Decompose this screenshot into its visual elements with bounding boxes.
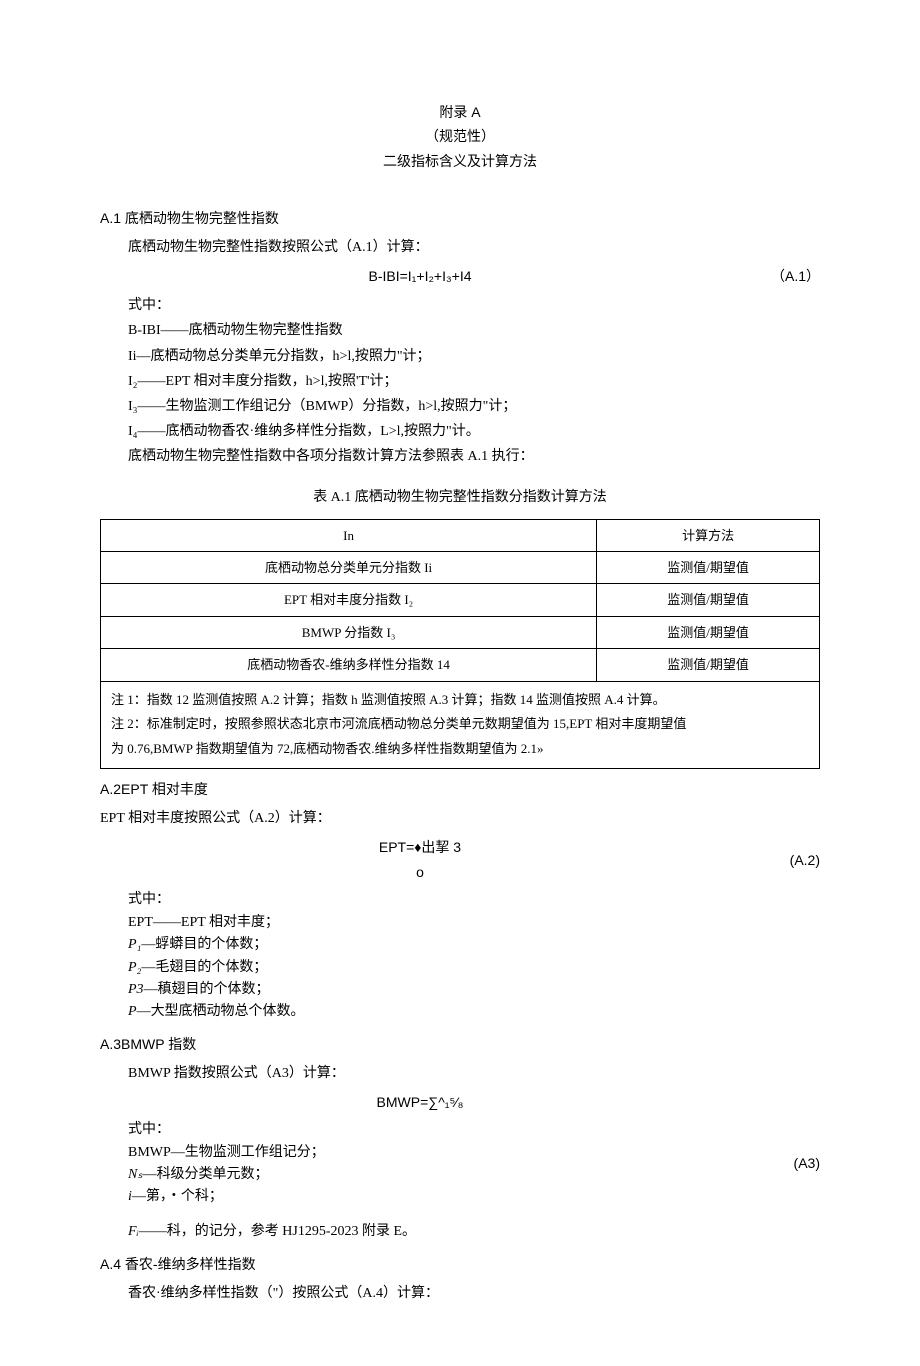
formula-a3: BMWP=∑^₁⁵⁄₈	[100, 1090, 740, 1115]
col-in: In	[101, 519, 597, 551]
formula-a1-row: B-IBI=I₁+I₂+I₃+I4 （A.1）	[100, 264, 820, 289]
cell: 底栖动物香农-维纳多样性分指数 14	[101, 649, 597, 681]
a2-p2: P₂—毛翅目的个体数；	[128, 957, 820, 979]
a1-bibi: B-IBI——底栖动物生物完整性指数	[100, 318, 820, 343]
note2: 注 2：标准制定时，按照参照状态北京市河流底栖动物总分类单元数期望值为 15,E…	[111, 712, 809, 737]
page-title: 二级指标含义及计算方法	[100, 150, 820, 175]
formula-a3-num: (A3)	[740, 1151, 820, 1176]
formula-a1-num: （A.1）	[740, 264, 820, 289]
sym: P₁	[128, 937, 141, 952]
a1-i4: I₄——底栖动物香农·维纳多样性分指数，L>l,按照力"计。	[100, 419, 820, 444]
a1-tail: 底栖动物生物完整性指数中各项分指数计算方法参照表 A.1 执行：	[100, 444, 820, 469]
cell: EPT 相对丰度分指数 I₂	[101, 584, 597, 616]
note3: 为 0.76,BMWP 指数期望值为 72,底栖动物香农.维纳多样性指数期望值为…	[111, 737, 809, 762]
txt: —蜉蟒目的个体数；	[141, 937, 267, 952]
a1-heading: A.1 底栖动物生物完整性指数	[100, 206, 820, 231]
cell: BMWP 分指数 I₃	[101, 616, 597, 648]
a4-intro: 香农·维纳多样性指数（"）按照公式（A.4）计算：	[100, 1281, 820, 1306]
cell: 监测值/期望值	[597, 584, 820, 616]
cell: 监测值/期望值	[597, 649, 820, 681]
cell: 监测值/期望值	[597, 616, 820, 648]
sym: Fᵢ	[128, 1224, 139, 1239]
col-method: 计算方法	[597, 519, 820, 551]
cell: 监测值/期望值	[597, 552, 820, 584]
txt: —大型底栖动物总个体数。	[137, 1004, 305, 1019]
formula-a2-bot: o	[100, 860, 740, 885]
table-row: 注 1：指数 12 监测值按照 A.2 计算；指数 h 监测值按照 A.3 计算…	[101, 681, 820, 768]
txt: —稹翅目的个体数；	[144, 982, 270, 997]
sym: Nₛ	[128, 1167, 143, 1182]
table-row: EPT 相对丰度分指数 I₂ 监测值/期望值	[101, 584, 820, 616]
sym: P	[128, 1004, 137, 1019]
txt: —科级分类单元数；	[143, 1167, 269, 1182]
formula-a2-row: EPT=♦出挈 3 o (A.2)	[100, 835, 820, 885]
formula-a2-num: (A.2)	[740, 848, 820, 873]
a3-heading: A.3BMWP 指数	[100, 1032, 820, 1057]
a2-intro: EPT 相对丰度按照公式（A.2）计算：	[100, 806, 820, 831]
a3-bmwp: BMWP—生物监测工作组记分；	[128, 1142, 740, 1164]
a2-where: 式中：	[128, 889, 820, 911]
formula-a2: EPT=♦出挈 3 o	[100, 835, 740, 885]
a1-where: 式中：	[100, 293, 820, 318]
a2-definitions: 式中： EPT——EPT 相对丰度； P₁—蜉蟒目的个体数； P₂—毛翅目的个体…	[100, 889, 820, 1023]
txt: —第，・个科；	[132, 1189, 223, 1204]
a3-i: i—第，・个科；	[128, 1186, 740, 1208]
a3-fi: Fᵢ——科，的记分，参考 HJ1295-2023 附录 E。	[100, 1219, 820, 1244]
a3-ns: Nₛ—科级分类单元数；	[128, 1164, 740, 1186]
table-row: BMWP 分指数 I₃ 监测值/期望值	[101, 616, 820, 648]
a2-p3: P3—稹翅目的个体数；	[128, 979, 820, 1001]
table-caption: 表 A.1 底栖动物生物完整性指数分指数计算方法	[100, 485, 820, 510]
formula-a2-top: EPT=♦出挈 3	[100, 835, 740, 860]
table-row: 底栖动物香农-维纳多样性分指数 14 监测值/期望值	[101, 649, 820, 681]
txt: ——科，的记分，参考 HJ1295-2023 附录 E。	[139, 1224, 416, 1239]
cell: 底栖动物总分类单元分指数 Ii	[101, 552, 597, 584]
table-row: 底栖动物总分类单元分指数 Ii 监测值/期望值	[101, 552, 820, 584]
note1: 注 1：指数 12 监测值按照 A.2 计算；指数 h 监测值按照 A.3 计算…	[111, 688, 809, 713]
table-a1: In 计算方法 底栖动物总分类单元分指数 Ii 监测值/期望值 EPT 相对丰度…	[100, 519, 820, 769]
a1-i1: Ii—底栖动物总分类单元分指数，h>l,按照力"计；	[100, 344, 820, 369]
a2-p1: P₁—蜉蟒目的个体数；	[128, 934, 820, 956]
a2-p: P—大型底栖动物总个体数。	[128, 1001, 820, 1023]
table-notes: 注 1：指数 12 监测值按照 A.2 计算；指数 h 监测值按照 A.3 计算…	[101, 681, 820, 768]
normative-label: （规范性）	[100, 125, 820, 150]
a2-ept: EPT——EPT 相对丰度；	[128, 912, 820, 934]
a1-i2: I₂——EPT 相对丰度分指数，h>l,按照'T'计；	[100, 369, 820, 394]
sym: P3	[128, 982, 144, 997]
a1-i3: I₃——生物监测工作组记分（BMWP）分指数，h>l,按照力"计；	[100, 394, 820, 419]
appendix-label: 附录 A	[100, 100, 820, 125]
txt: —毛翅目的个体数；	[141, 960, 267, 975]
formula-a3-row: BMWP=∑^₁⁵⁄₈	[100, 1090, 820, 1115]
a1-intro: 底栖动物生物完整性指数按照公式（A.1）计算：	[100, 235, 820, 260]
table-row: In 计算方法	[101, 519, 820, 551]
a3-block: 式中： BMWP—生物监测工作组记分； Nₛ—科级分类单元数； i—第，・个科；…	[100, 1119, 820, 1209]
formula-a1: B-IBI=I₁+I₂+I₃+I4	[100, 264, 740, 289]
a3-where: 式中：	[128, 1119, 740, 1141]
a4-heading: A.4 香农-维纳多样性指数	[100, 1252, 820, 1277]
title-block: 附录 A （规范性） 二级指标含义及计算方法	[100, 100, 820, 176]
a3-definitions: 式中： BMWP—生物监测工作组记分； Nₛ—科级分类单元数； i—第，・个科；	[100, 1119, 740, 1209]
a2-heading: A.2EPT 相对丰度	[100, 777, 820, 802]
sym: P₂	[128, 960, 141, 975]
a3-intro: BMWP 指数按照公式（A3）计算：	[100, 1061, 820, 1086]
